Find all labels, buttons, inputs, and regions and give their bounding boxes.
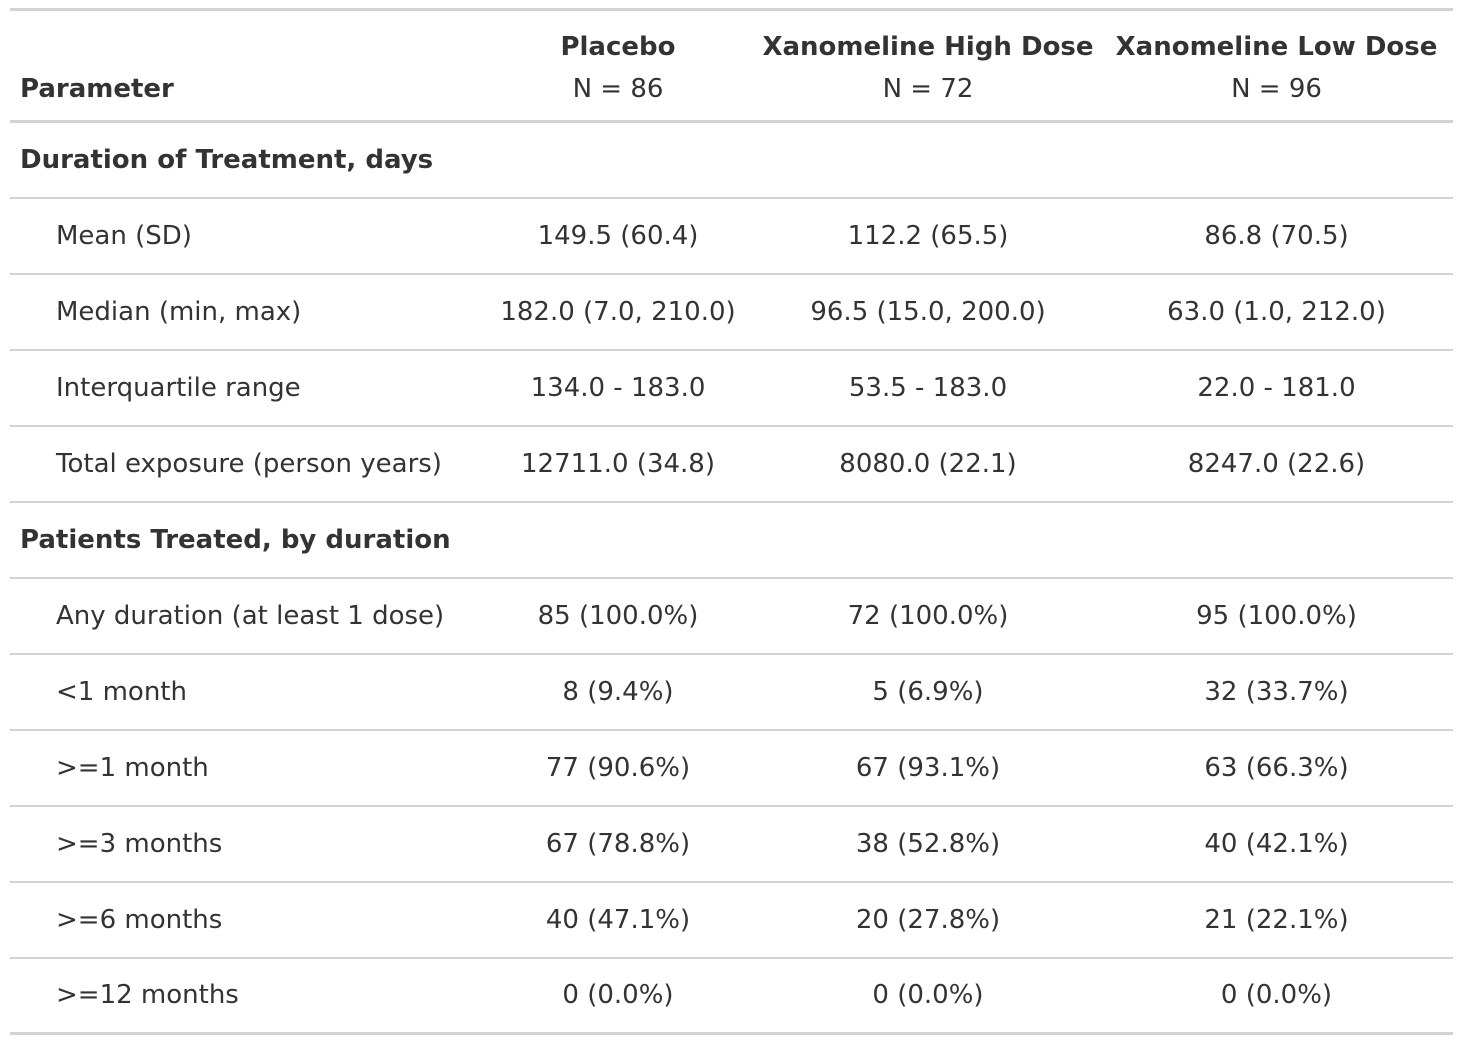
- cell-high-dose: 96.5 (15.0, 200.0): [810, 296, 1046, 327]
- group-title-patients-treated-by-duration: Patients Treated, by duration: [20, 524, 451, 555]
- cell-high-dose: 8080.0 (22.1): [839, 448, 1017, 479]
- cell-low-dose: 63.0 (1.0, 212.0): [1167, 296, 1386, 327]
- row-label: Any duration (at least 1 dose): [56, 600, 445, 631]
- cell-low-dose: 0 (0.0%): [1220, 980, 1333, 1011]
- row-label: >=6 months: [56, 904, 223, 935]
- exposure-summary-table-container: Parameter Placebo N = 86 Xanomeline High…: [10, 8, 1453, 1035]
- row-label: >=1 month: [56, 752, 209, 783]
- table-row: >=12 months 0 (0.0%) 0 (0.0%) 0 (0.0%): [10, 958, 1453, 1034]
- cell-low-dose: 95 (100.0%): [1196, 600, 1357, 631]
- cell-low-dose: 63 (66.3%): [1204, 752, 1349, 783]
- cell-high-dose: 53.5 - 183.0: [848, 372, 1008, 403]
- cell-low-dose: 40 (42.1%): [1204, 828, 1349, 859]
- cell-low-dose: 86.8 (70.5): [1204, 220, 1349, 251]
- cell-placebo: 77 (90.6%): [545, 752, 691, 783]
- arm-name: Xanomeline High Dose: [762, 32, 1094, 62]
- cell-placebo: 0 (0.0%): [562, 980, 674, 1011]
- column-header-xanomeline-low-dose: Xanomeline Low Dose N = 96: [1100, 10, 1453, 122]
- cell-high-dose: 72 (100.0%): [847, 600, 1009, 631]
- row-label: >=12 months: [56, 980, 239, 1011]
- group-header-row: Patients Treated, by duration: [10, 502, 1453, 578]
- cell-low-dose: 32 (33.7%): [1204, 676, 1349, 707]
- cell-placebo: 40 (47.1%): [545, 904, 691, 935]
- arm-n: N = 96: [1231, 74, 1322, 104]
- cell-high-dose: 38 (52.8%): [855, 828, 1001, 859]
- cell-placebo: 8 (9.4%): [562, 676, 674, 707]
- cell-low-dose: 8247.0 (22.6): [1187, 448, 1366, 479]
- column-header-placebo: Placebo N = 86: [480, 10, 756, 122]
- group-header-row: Duration of Treatment, days: [10, 122, 1453, 198]
- exposure-summary-table: Parameter Placebo N = 86 Xanomeline High…: [10, 8, 1453, 1035]
- table-row: Mean (SD) 149.5 (60.4) 112.2 (65.5) 86.8…: [10, 198, 1453, 274]
- table-row: >=6 months 40 (47.1%) 20 (27.8%) 21 (22.…: [10, 882, 1453, 958]
- cell-high-dose: 112.2 (65.5): [847, 220, 1009, 251]
- table-header-row: Parameter Placebo N = 86 Xanomeline High…: [10, 9, 1453, 122]
- cell-high-dose: 20 (27.8%): [855, 904, 1001, 935]
- cell-high-dose: 0 (0.0%): [872, 980, 984, 1011]
- row-label: Total exposure (person years): [56, 448, 442, 479]
- row-label: <1 month: [56, 676, 187, 707]
- cell-placebo: 182.0 (7.0, 210.0): [500, 296, 736, 327]
- cell-high-dose: 5 (6.9%): [872, 676, 984, 707]
- table-row: Median (min, max) 182.0 (7.0, 210.0) 96.…: [10, 274, 1453, 350]
- row-label: Mean (SD): [56, 220, 192, 251]
- cell-placebo: 134.0 - 183.0: [530, 372, 706, 403]
- table-row: >=3 months 67 (78.8%) 38 (52.8%) 40 (42.…: [10, 806, 1453, 882]
- arm-n: N = 72: [882, 74, 974, 104]
- cell-placebo: 149.5 (60.4): [537, 220, 699, 251]
- column-header-parameter: Parameter: [20, 74, 174, 104]
- arm-name: Xanomeline Low Dose: [1115, 32, 1438, 62]
- column-header-xanomeline-high-dose: Xanomeline High Dose N = 72: [756, 10, 1100, 122]
- table-row: Any duration (at least 1 dose) 85 (100.0…: [10, 578, 1453, 654]
- table-row: Interquartile range 134.0 - 183.0 53.5 -…: [10, 350, 1453, 426]
- row-label: Median (min, max): [56, 296, 302, 327]
- cell-placebo: 12711.0 (34.8): [521, 448, 715, 479]
- row-label: Interquartile range: [56, 372, 301, 403]
- cell-low-dose: 22.0 - 181.0: [1197, 372, 1356, 403]
- cell-placebo: 67 (78.8%): [545, 828, 691, 859]
- table-row: Total exposure (person years) 12711.0 (3…: [10, 426, 1453, 502]
- table-row: <1 month 8 (9.4%) 5 (6.9%) 32 (33.7%): [10, 654, 1453, 730]
- cell-high-dose: 67 (93.1%): [855, 752, 1001, 783]
- arm-name: Placebo: [560, 32, 676, 62]
- cell-placebo: 85 (100.0%): [537, 600, 699, 631]
- group-title-duration-of-treatment: Duration of Treatment, days: [20, 144, 434, 175]
- table-row: >=1 month 77 (90.6%) 67 (93.1%) 63 (66.3…: [10, 730, 1453, 806]
- arm-n: N = 86: [572, 74, 664, 104]
- row-label: >=3 months: [56, 828, 223, 859]
- cell-low-dose: 21 (22.1%): [1204, 904, 1349, 935]
